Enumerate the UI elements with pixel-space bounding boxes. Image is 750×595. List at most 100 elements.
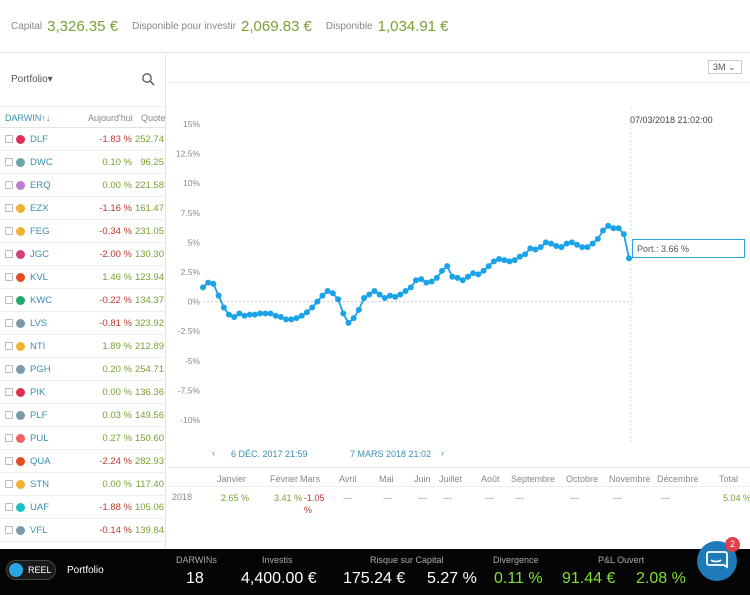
performance-chart: 15% 12.5% 10% 7.5% 5% 2.5% 0% -2.5% -5% -7.5% -10% [176, 108, 633, 443]
data-point [527, 245, 534, 252]
month-value: --- [515, 493, 524, 503]
darwins-label: DARWINs [176, 555, 217, 565]
darwin-change: 0.20 % [102, 364, 132, 375]
month-header: Mai [379, 474, 394, 484]
darwin-row[interactable]: JGC -2.00 % 130.30 [0, 243, 165, 266]
darwin-color-dot [16, 434, 25, 443]
row-checkbox[interactable] [5, 434, 13, 442]
darwin-name[interactable]: EZX [30, 203, 49, 214]
header-quote[interactable]: Quote [141, 113, 166, 123]
darwin-name[interactable]: FEG [30, 226, 50, 237]
darwin-row[interactable]: DLF -1.83 % 252.74 [0, 128, 165, 151]
row-checkbox[interactable] [5, 457, 13, 465]
header-today[interactable]: Aujourd'hui [88, 113, 133, 123]
data-point [438, 267, 445, 274]
month-value: --- [418, 493, 427, 503]
darwin-row[interactable]: EZX -1.16 % 161.47 [0, 197, 165, 220]
darwin-name[interactable]: PUL [30, 433, 49, 444]
account-mode-toggle[interactable]: REEL [6, 560, 56, 580]
chevron-right-icon[interactable]: › [441, 448, 444, 458]
chevron-left-icon[interactable]: ‹ [212, 448, 215, 458]
data-point [610, 225, 617, 232]
range-end: 7 MARS 2018 21:02 [350, 449, 432, 459]
darwin-change: 1.46 % [102, 272, 132, 283]
row-checkbox[interactable] [5, 135, 13, 143]
header-darwin[interactable]: DARWIN↑↓ [5, 113, 51, 123]
darwin-color-dot [16, 411, 25, 420]
darwin-row[interactable]: ERQ 0.00 % 221.58 [0, 174, 165, 197]
range-select[interactable]: 3M ⌄ [708, 60, 742, 74]
row-checkbox[interactable] [5, 480, 13, 488]
darwin-name[interactable]: STN [30, 479, 49, 490]
row-checkbox[interactable] [5, 503, 13, 511]
data-point [464, 273, 471, 280]
darwin-quote: 282.93 [134, 456, 164, 467]
data-point [589, 240, 596, 247]
row-checkbox[interactable] [5, 296, 13, 304]
darwin-change: 0.00 % [102, 180, 132, 191]
darwin-name[interactable]: VFL [30, 525, 48, 536]
data-point [459, 277, 466, 284]
row-checkbox[interactable] [5, 365, 13, 373]
darwin-name[interactable]: DLF [30, 134, 48, 145]
darwin-name[interactable]: JGC [30, 249, 49, 260]
row-checkbox[interactable] [5, 411, 13, 419]
y-tick-label: -10% [180, 415, 200, 425]
darwins-value: 18 [186, 570, 204, 587]
capital-value: 3,326.35 € [47, 17, 119, 35]
darwin-row[interactable]: PLF 0.03 % 149.56 [0, 404, 165, 427]
darwin-name[interactable]: QUA [30, 456, 51, 467]
darwin-row[interactable]: LVS -0.81 % 323.92 [0, 312, 165, 335]
darwin-row[interactable]: STN 0.00 % 117.40 [0, 473, 165, 496]
divergence-label: Divergence [493, 555, 539, 565]
darwin-quote: 136.36 [134, 387, 164, 398]
darwin-name[interactable]: ERQ [30, 180, 51, 191]
darwin-name[interactable]: NTI [30, 341, 46, 352]
darwin-name[interactable]: PGH [30, 364, 51, 375]
data-point [241, 312, 248, 319]
data-point [511, 257, 518, 264]
row-checkbox[interactable] [5, 181, 13, 189]
darwin-table-header: DARWIN↑↓ Aujourd'hui Quote [0, 106, 166, 128]
portfolio-dropdown[interactable]: Portfolio▾ [11, 74, 53, 85]
darwin-row[interactable]: UAF -1.88 % 105.06 [0, 496, 165, 519]
darwin-name[interactable]: KVL [30, 272, 48, 283]
darwin-row[interactable]: VFL -0.14 % 139.84 [0, 519, 165, 542]
row-checkbox[interactable] [5, 227, 13, 235]
row-checkbox[interactable] [5, 319, 13, 327]
search-icon[interactable] [141, 72, 155, 86]
darwin-row[interactable]: DWC 0.10 % 96.25 [0, 151, 165, 174]
row-checkbox[interactable] [5, 342, 13, 350]
darwin-name[interactable]: DWC [30, 157, 53, 168]
darwin-row[interactable]: KVL 1.46 % 123.94 [0, 266, 165, 289]
darwin-row[interactable]: KWC -0.22 % 134.37 [0, 289, 165, 312]
darwin-name[interactable]: PLF [30, 410, 48, 421]
data-point [516, 253, 523, 260]
month-header: Septembre [511, 474, 556, 484]
darwin-name[interactable]: PIK [30, 387, 46, 398]
risque-pct: 5.27 % [427, 570, 477, 587]
row-checkbox[interactable] [5, 388, 13, 396]
month-header: Décembre [657, 474, 699, 484]
darwin-name[interactable]: UAF [30, 502, 49, 513]
darwin-row[interactable]: QUA -2.24 % 282.93 [0, 450, 165, 473]
darwin-row[interactable]: PIK 0.00 % 136.36 [0, 381, 165, 404]
darwin-name[interactable]: KWC [30, 295, 53, 306]
data-point [428, 278, 435, 285]
y-tick-label: 2.5% [181, 267, 201, 277]
darwin-name[interactable]: LVS [30, 318, 48, 329]
row-checkbox[interactable] [5, 158, 13, 166]
darwin-row[interactable]: FEG -0.34 % 231.05 [0, 220, 165, 243]
month-value: 2.65 % [221, 493, 250, 503]
darwin-row[interactable]: PUL 0.27 % 150.60 [0, 427, 165, 450]
darwin-row[interactable]: PGH 0.20 % 254.71 [0, 358, 165, 381]
data-point [251, 311, 258, 318]
darwin-row[interactable]: NTI 1.89 % 212.89 [0, 335, 165, 358]
row-checkbox[interactable] [5, 526, 13, 534]
month-header: Avril [339, 474, 357, 484]
darwin-change: -0.22 % [99, 295, 132, 306]
row-checkbox[interactable] [5, 204, 13, 212]
row-checkbox[interactable] [5, 250, 13, 258]
row-checkbox[interactable] [5, 273, 13, 281]
darwin-quote: 130.30 [134, 249, 164, 260]
